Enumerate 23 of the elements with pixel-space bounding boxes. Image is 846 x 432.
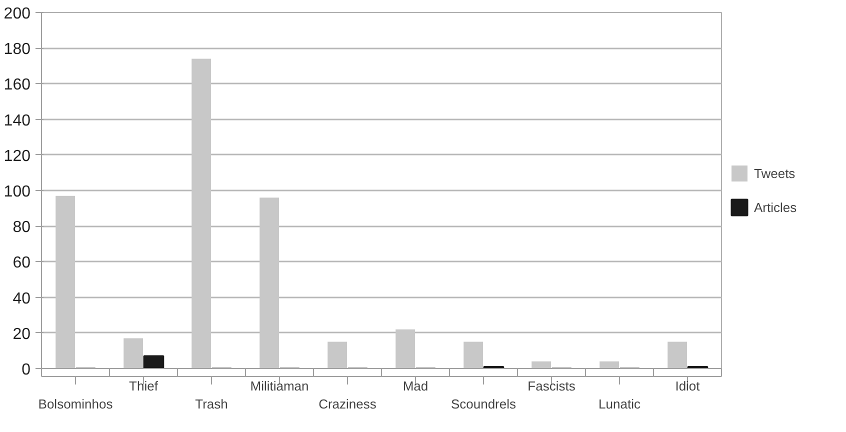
y-tick-label: 80: [12, 219, 31, 236]
x-tick-label: Scoundrels: [450, 396, 517, 412]
x-tick-label: Trash: [195, 396, 228, 412]
y-tick-label: 120: [4, 148, 31, 165]
x-tick-label: Idiot: [675, 378, 700, 394]
x-tick-label: Bolsominhos: [38, 396, 114, 412]
legend-label: Tweets: [754, 166, 796, 180]
y-tick-label: 140: [4, 112, 31, 130]
y-tick-label: 20: [12, 326, 31, 343]
x-tick-label: Fascists: [528, 378, 576, 394]
x-tick-label: Militiaman: [250, 378, 309, 394]
x-tick-label: Thief: [129, 378, 158, 394]
y-tick-label: 60: [12, 254, 31, 272]
y-tick-label: 200: [4, 6, 31, 22]
x-tick-label: Craziness: [318, 396, 377, 412]
y-tick-label: 40: [12, 290, 31, 308]
y-tick-label: 100: [4, 184, 31, 200]
x-tick-label: Lunatic: [598, 396, 641, 412]
y-tick-label: 180: [4, 41, 31, 58]
legend-label: Articles: [754, 200, 797, 214]
x-tick-label: Mad: [402, 378, 428, 394]
y-tick-label: 0: [22, 362, 31, 378]
y-tick-label: 160: [4, 76, 31, 94]
